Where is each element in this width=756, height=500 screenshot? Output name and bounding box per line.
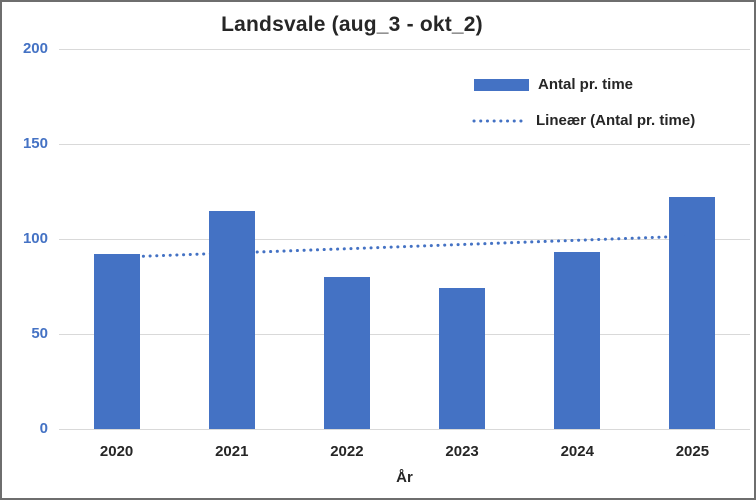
legend-dotted-line-swatch-icon: [472, 119, 527, 122]
y-tick-label-150: 150: [22, 135, 48, 152]
legend-item-series: Antal pr. time: [474, 76, 633, 93]
gridline-50: [59, 334, 750, 335]
gridline-150: [59, 144, 750, 145]
bar-2023: [439, 288, 486, 429]
bar-2020: [93, 254, 140, 429]
x-tick-label-2024: 2024: [560, 443, 594, 460]
plot-area: [59, 49, 750, 430]
x-axis-title: År: [396, 469, 413, 486]
x-tick-label-2022: 2022: [330, 443, 364, 460]
x-tick-label-2021: 2021: [215, 443, 249, 460]
bar-2025: [669, 197, 716, 429]
bar-2021: [208, 210, 255, 429]
x-tick-label-2023: 2023: [445, 443, 479, 460]
gridline-100: [59, 239, 750, 240]
gridline-0: [59, 429, 750, 430]
chart-title: Landsvale (aug_3 - okt_2): [221, 13, 483, 36]
legend-series-label: Antal pr. time: [538, 76, 634, 93]
legend-item-trendline: Lineær (Antal pr. time): [472, 112, 695, 129]
x-tick-label-2020: 2020: [99, 443, 134, 460]
y-tick-label-0: 0: [39, 420, 48, 437]
legend-bar-swatch-icon: [474, 78, 529, 91]
y-tick-label-50: 50: [31, 325, 48, 342]
bar-2022: [323, 277, 370, 429]
legend-trendline-label: Lineær (Antal pr. time): [536, 112, 696, 129]
y-tick-label-100: 100: [22, 230, 48, 247]
x-tick-label-2025: 2025: [675, 443, 710, 460]
gridline-200: [59, 49, 750, 50]
y-tick-label-200: 200: [22, 40, 48, 57]
bar-2024: [554, 252, 601, 429]
